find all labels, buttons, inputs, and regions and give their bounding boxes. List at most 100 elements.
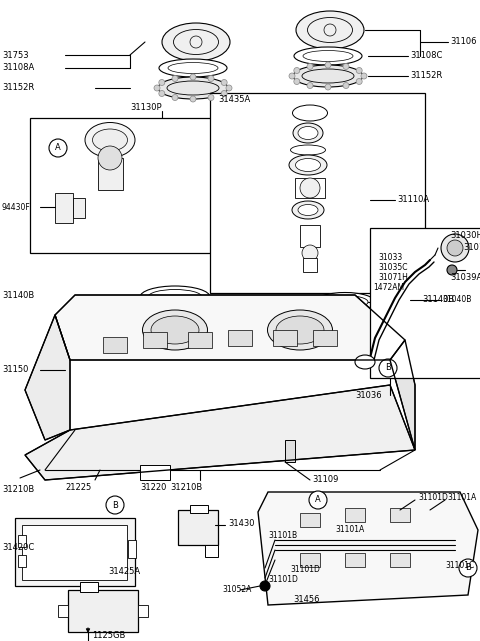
- Circle shape: [325, 84, 331, 90]
- Bar: [15, 518, 135, 586]
- Circle shape: [307, 83, 313, 88]
- Ellipse shape: [296, 11, 364, 49]
- Ellipse shape: [143, 310, 207, 350]
- Circle shape: [379, 359, 397, 377]
- Ellipse shape: [85, 122, 135, 158]
- Ellipse shape: [290, 145, 325, 155]
- Circle shape: [343, 63, 349, 69]
- Ellipse shape: [276, 316, 324, 344]
- Bar: [188, 332, 212, 348]
- Polygon shape: [25, 385, 415, 480]
- Text: 31435A: 31435A: [218, 96, 250, 104]
- Circle shape: [190, 74, 196, 80]
- Circle shape: [300, 178, 320, 198]
- Bar: [228, 330, 252, 346]
- Ellipse shape: [162, 23, 230, 61]
- Ellipse shape: [158, 77, 228, 99]
- Bar: [345, 508, 365, 522]
- Bar: [370, 228, 480, 378]
- Text: 31101C: 31101C: [445, 560, 474, 569]
- Bar: [30, 118, 215, 253]
- Bar: [390, 553, 410, 567]
- Polygon shape: [25, 315, 70, 440]
- Text: 31071H: 31071H: [378, 274, 408, 283]
- Text: B: B: [465, 563, 471, 572]
- Bar: [390, 508, 410, 522]
- Circle shape: [208, 94, 214, 101]
- Bar: [210, 93, 425, 293]
- Text: 31109: 31109: [312, 476, 338, 485]
- Circle shape: [221, 79, 227, 85]
- Bar: [300, 553, 320, 567]
- Text: 31010: 31010: [463, 244, 480, 253]
- Circle shape: [361, 73, 367, 79]
- Bar: [345, 553, 365, 567]
- Circle shape: [98, 146, 122, 170]
- Bar: [128, 540, 136, 558]
- Text: 31220: 31220: [140, 483, 167, 492]
- Bar: [138, 605, 148, 617]
- Ellipse shape: [315, 292, 375, 312]
- Bar: [178, 510, 218, 545]
- Ellipse shape: [167, 81, 219, 95]
- Circle shape: [309, 491, 327, 509]
- Text: 1472AM: 1472AM: [373, 283, 404, 292]
- Circle shape: [441, 234, 469, 262]
- Text: 31140B: 31140B: [2, 290, 34, 299]
- Circle shape: [49, 139, 67, 157]
- Circle shape: [356, 78, 362, 85]
- Circle shape: [208, 76, 214, 81]
- Circle shape: [221, 90, 227, 97]
- Polygon shape: [390, 340, 415, 450]
- Circle shape: [459, 559, 477, 577]
- Ellipse shape: [302, 69, 354, 83]
- Bar: [73, 198, 85, 218]
- Text: 31108C: 31108C: [410, 51, 443, 60]
- Text: 31210B: 31210B: [170, 483, 202, 492]
- Ellipse shape: [296, 158, 321, 172]
- Polygon shape: [55, 295, 405, 360]
- Text: 31036: 31036: [355, 390, 382, 399]
- Text: 21225: 21225: [65, 483, 91, 492]
- Circle shape: [324, 24, 336, 36]
- Ellipse shape: [293, 65, 363, 87]
- Text: 31210B: 31210B: [2, 485, 34, 494]
- Text: 31753: 31753: [2, 51, 29, 60]
- Circle shape: [294, 78, 300, 85]
- Bar: [300, 513, 320, 527]
- Bar: [98, 158, 123, 190]
- Circle shape: [172, 94, 178, 101]
- Ellipse shape: [298, 126, 318, 140]
- Text: 31039A: 31039A: [450, 274, 480, 283]
- Ellipse shape: [289, 155, 327, 175]
- Bar: [140, 465, 170, 480]
- Polygon shape: [258, 492, 478, 605]
- Bar: [80, 582, 98, 592]
- Circle shape: [159, 79, 165, 85]
- Circle shape: [343, 83, 349, 88]
- Text: 31030H: 31030H: [450, 231, 480, 240]
- Text: 31130P: 31130P: [130, 103, 162, 112]
- Bar: [190, 505, 208, 513]
- Ellipse shape: [267, 310, 333, 350]
- Text: 31101D: 31101D: [290, 565, 320, 574]
- Text: 31456: 31456: [293, 595, 320, 604]
- Circle shape: [289, 73, 295, 79]
- Circle shape: [154, 85, 160, 91]
- Ellipse shape: [292, 201, 324, 219]
- Text: 31035C: 31035C: [378, 263, 408, 272]
- Bar: [18, 555, 26, 567]
- Text: 31425A: 31425A: [108, 567, 140, 576]
- Ellipse shape: [292, 105, 327, 121]
- Ellipse shape: [308, 17, 352, 42]
- Bar: [273, 330, 297, 346]
- Bar: [22, 525, 127, 580]
- Circle shape: [294, 67, 300, 74]
- Text: 31052A: 31052A: [222, 585, 252, 594]
- Ellipse shape: [355, 355, 375, 369]
- Text: 31430: 31430: [228, 519, 254, 528]
- Bar: [103, 337, 127, 353]
- Circle shape: [159, 90, 165, 97]
- Bar: [68, 590, 138, 632]
- Text: 31101D: 31101D: [268, 576, 298, 585]
